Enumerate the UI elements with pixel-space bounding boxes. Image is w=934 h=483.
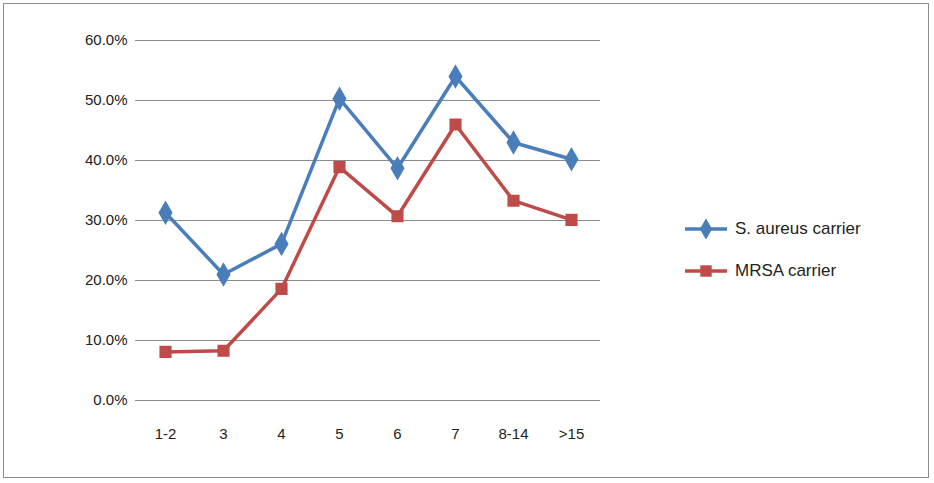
svg-text:1-2: 1-2 <box>155 425 177 442</box>
svg-text:7: 7 <box>451 425 459 442</box>
svg-text:3: 3 <box>219 425 227 442</box>
svg-text:>15: >15 <box>559 425 584 442</box>
svg-text:50.0%: 50.0% <box>85 91 128 108</box>
svg-text:10.0%: 10.0% <box>85 331 128 348</box>
svg-text:40.0%: 40.0% <box>85 151 128 168</box>
svg-text:6: 6 <box>393 425 401 442</box>
svg-text:30.0%: 30.0% <box>85 211 128 228</box>
html-text:S. aureus carrier: S. aureus carrier <box>735 219 861 238</box>
svg-text:20.0%: 20.0% <box>85 271 128 288</box>
html-text:MRSA carrier: MRSA carrier <box>735 261 837 280</box>
svg-text:8-14: 8-14 <box>498 425 528 442</box>
svg-text:5: 5 <box>335 425 343 442</box>
svg-text:60.0%: 60.0% <box>85 31 128 48</box>
svg-text:4: 4 <box>277 425 285 442</box>
svg-text:0.0%: 0.0% <box>93 391 127 408</box>
